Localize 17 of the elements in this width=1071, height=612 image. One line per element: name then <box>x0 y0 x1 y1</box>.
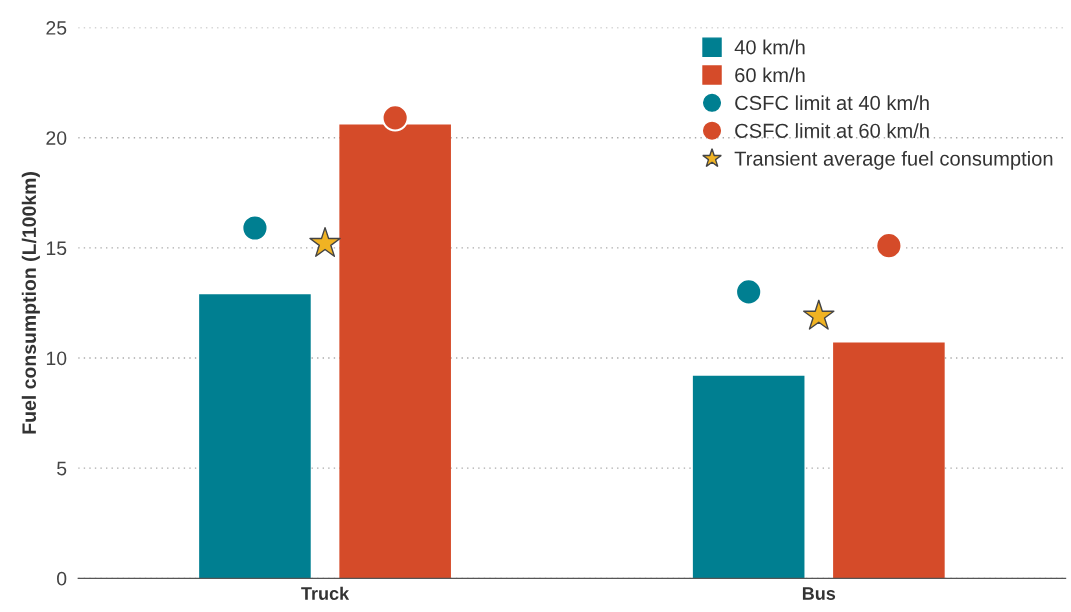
legend-label: 40 km/h <box>734 39 805 55</box>
y-tick-label: 20 <box>46 131 67 145</box>
bar <box>833 342 945 579</box>
y-tick-label: 15 <box>46 241 67 256</box>
legend-label: CSFC limit at 60 km/h <box>735 123 929 138</box>
y-tick-label: 5 <box>57 461 67 476</box>
legend-label: Transient average fuel consumption <box>734 150 1053 170</box>
x-tick-label: Truck <box>301 586 350 600</box>
y-axis-title: Fuel consumption (L/100km) <box>21 172 40 434</box>
y-tick-label: 0 <box>57 571 67 586</box>
x-tick-label: Bus <box>802 587 836 600</box>
legend-label: 60 km/h <box>735 67 805 83</box>
y-tick-label: 25 <box>46 21 67 35</box>
y-tick-label: 10 <box>46 351 67 366</box>
bar <box>692 375 805 579</box>
bar <box>199 294 311 579</box>
legend-label: CSFC limit at 40 km/h <box>735 95 929 111</box>
